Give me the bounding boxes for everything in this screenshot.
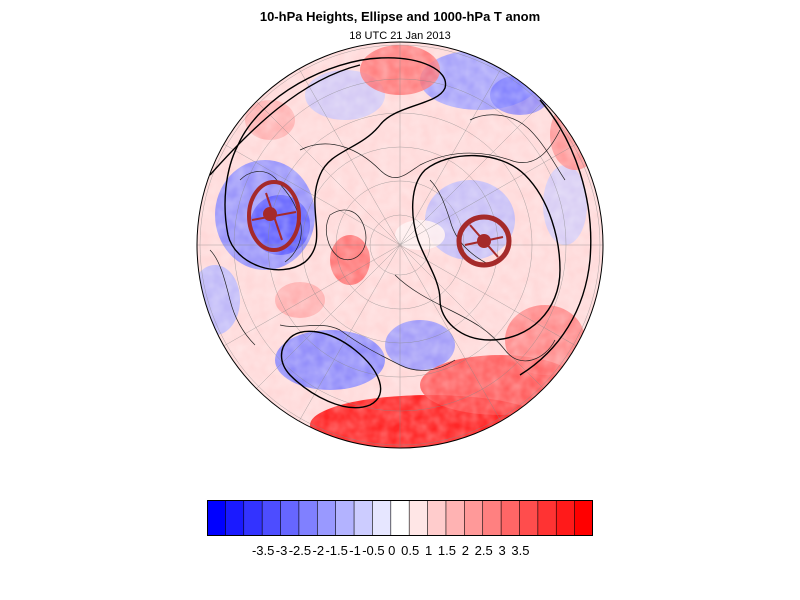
colorbar-swatch <box>482 500 502 536</box>
colorbar-tick-label: -3.5 <box>251 543 275 558</box>
colorbar-swatch <box>464 500 484 536</box>
colorbar-tick-label: -2 <box>312 543 325 558</box>
colorbar-tick-label: 0 <box>388 543 396 558</box>
colorbar-swatch <box>353 500 374 536</box>
colorbar-swatch <box>445 500 465 536</box>
colorbar-swatch <box>427 500 447 536</box>
colorbar-labels: -3.5 -3 -2.5 -2 -1.5 -1 -0.5 0 0.5 1 1.5 2 2.5 3 3.5 <box>207 543 593 559</box>
colorbar-swatch <box>390 500 410 536</box>
colorbar-tick-label: 0.5 <box>401 543 420 558</box>
colorbar-swatch <box>574 500 593 536</box>
colorbar-swatch <box>225 500 245 536</box>
figure-title: 10-hPa Heights, Ellipse and 1000-hPa T a… <box>259 9 541 24</box>
anomaly-field <box>197 42 603 448</box>
colorbar-swatch <box>207 500 226 536</box>
colorbar-tick-label: -1.5 <box>325 543 348 558</box>
colorbar-swatch <box>261 500 282 536</box>
colorbar <box>207 500 593 536</box>
colorbar-swatch <box>555 500 576 536</box>
colorbar-swatch <box>280 500 300 536</box>
colorbar-swatch <box>537 500 557 536</box>
vortex-ellipse-right <box>456 214 512 268</box>
coastlines <box>209 114 566 371</box>
figure-subtitle: 18 UTC 21 Jan 2013 <box>349 30 451 42</box>
colorbar-tick-label: 2.5 <box>474 543 493 558</box>
colorbar-swatch <box>500 500 521 536</box>
colorbar-tick-label: 2 <box>461 543 469 558</box>
colorbar-tick-label: 1 <box>424 543 433 558</box>
vortex-center-left <box>263 207 277 221</box>
colorbar-tick-label: -2.5 <box>288 543 312 558</box>
colorbar-swatch <box>372 500 392 536</box>
vortex-center-right <box>477 234 491 248</box>
colorbar-tick-label: -3 <box>275 543 288 558</box>
colorbar-swatch <box>298 500 318 536</box>
vortex-ellipse-left <box>247 180 301 252</box>
colorbar-swatch <box>408 500 429 536</box>
colorbar-tick-label: -0.5 <box>362 543 385 558</box>
colorbar-tick-label: 1.5 <box>437 543 456 558</box>
colorbar-tick-label: 3.5 <box>511 543 530 558</box>
colorbar-swatch <box>243 500 263 536</box>
height-contours <box>209 57 592 409</box>
colorbar-swatch <box>316 500 337 536</box>
colorbar-swatch <box>519 500 539 536</box>
globe-outline <box>196 41 604 449</box>
colorbar-swatch <box>335 500 355 536</box>
colorbar-tick-label: -1 <box>349 543 361 558</box>
colorbar-tick-label: 3 <box>498 543 506 558</box>
graticule <box>197 42 603 448</box>
